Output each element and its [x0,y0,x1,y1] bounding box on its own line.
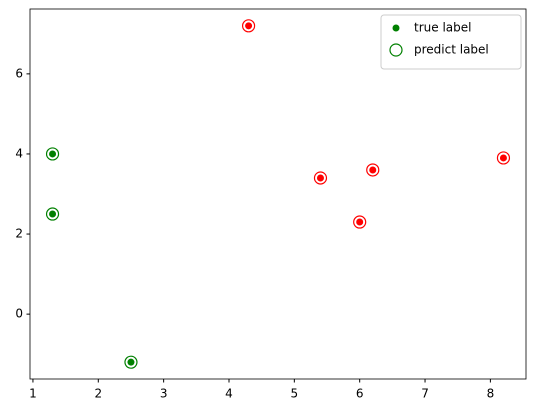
point [353,215,367,229]
point [49,150,57,158]
point [124,355,138,369]
point [45,147,60,161]
point [245,22,253,30]
legend-label: true label [414,21,471,35]
legend-marker [389,43,403,57]
point [356,218,364,226]
y-tick-label: 0 [15,307,23,321]
point [316,174,324,182]
point [496,151,511,165]
x-tick-label: 5 [291,387,299,401]
x-tick-label: 2 [94,387,102,401]
x-tick-label: 3 [160,387,168,401]
x-tick-label: 8 [487,387,495,401]
legend-box [380,14,522,70]
point [49,210,57,218]
plot-frame [29,8,527,380]
point [45,207,60,221]
x-tick-label: 6 [356,387,364,401]
y-tick-label: 4 [15,146,23,160]
point [366,163,380,177]
point [499,154,507,162]
y-tick-label: 2 [15,227,23,241]
x-tick-label: 1 [29,387,37,401]
x-tick-label: 4 [225,387,233,401]
x-tick-label: 7 [421,387,429,401]
point [313,171,328,185]
y-tick-label: 6 [15,66,23,80]
legend-label: predict label [414,43,489,57]
point [127,358,135,366]
point [369,166,377,174]
point [241,19,256,33]
legend-marker [392,24,400,32]
